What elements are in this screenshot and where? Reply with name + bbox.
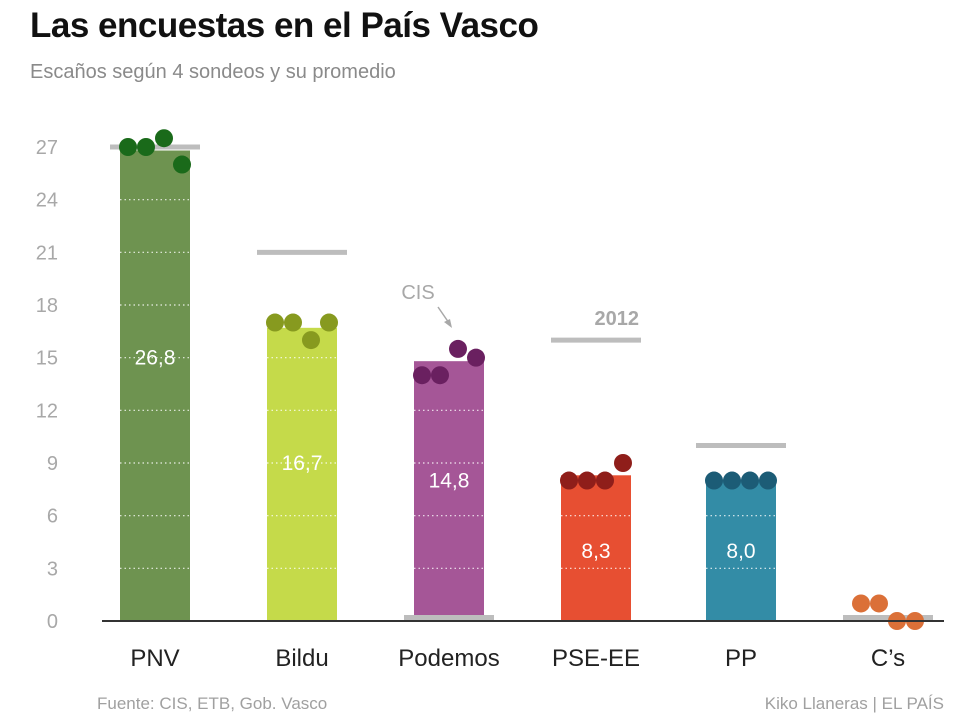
chart-title: Las encuestas en el País Vasco	[30, 6, 539, 45]
chart-subtitle: Escaños según 4 sondeos y su promedio	[30, 61, 396, 83]
poll-dot	[759, 471, 777, 490]
category-label: Podemos	[398, 645, 499, 672]
y-tick-label: 12	[36, 400, 58, 422]
credit-note: Kiko Llaneras | EL PAÍS	[764, 694, 944, 713]
data-label: 26,8	[135, 347, 176, 370]
y-tick-label: 15	[36, 348, 58, 370]
poll-dot	[852, 594, 870, 613]
poll-dot	[870, 594, 888, 613]
bar	[561, 475, 631, 621]
annotation-2012: 2012	[595, 308, 640, 330]
annotation-arrow-line	[437, 306, 450, 324]
bar	[414, 361, 484, 621]
y-tick-label: 18	[36, 295, 58, 317]
poll-dot	[413, 366, 431, 385]
poll-dot	[320, 313, 338, 332]
annotation-cis: CIS	[401, 282, 434, 304]
poll-dot	[560, 471, 578, 490]
poll-dot	[741, 471, 759, 490]
poll-dot	[723, 471, 741, 490]
y-tick-label: 24	[36, 190, 58, 212]
category-label: PP	[725, 645, 757, 672]
poll-dot	[431, 366, 449, 385]
source-note: Fuente: CIS, ETB, Gob. Vasco	[97, 694, 328, 713]
category-label: C’s	[871, 645, 905, 672]
poll-dot	[449, 339, 467, 358]
data-label: 16,7	[282, 452, 323, 475]
poll-dot	[596, 471, 614, 490]
poll-dot	[137, 138, 155, 156]
poll-dot	[578, 471, 596, 490]
category-label: Bildu	[275, 645, 328, 672]
y-tick-label: 27	[36, 137, 58, 159]
poll-dot	[284, 313, 302, 332]
annotation-arrowhead	[444, 319, 452, 328]
poll-dot	[119, 138, 137, 156]
bar	[706, 480, 776, 621]
poll-dot	[155, 129, 173, 148]
poll-dot	[302, 331, 320, 350]
y-tick-label: 21	[36, 242, 58, 264]
data-label: 8,0	[726, 540, 755, 563]
bar	[120, 150, 190, 621]
data-label: 8,3	[581, 540, 610, 563]
y-tick-label: 3	[47, 558, 58, 580]
y-tick-label: 9	[47, 453, 58, 475]
y-tick-label: 6	[47, 506, 58, 528]
category-label: PNV	[130, 645, 179, 672]
poll-dot	[705, 471, 723, 490]
poll-dot	[467, 348, 485, 367]
data-label: 14,8	[429, 470, 470, 493]
poll-dot	[266, 313, 284, 332]
category-label: PSE-EE	[552, 645, 640, 672]
y-tick-label: 0	[47, 611, 58, 633]
poll-dot	[614, 454, 632, 472]
bar	[267, 327, 337, 621]
poll-dot	[173, 155, 191, 174]
